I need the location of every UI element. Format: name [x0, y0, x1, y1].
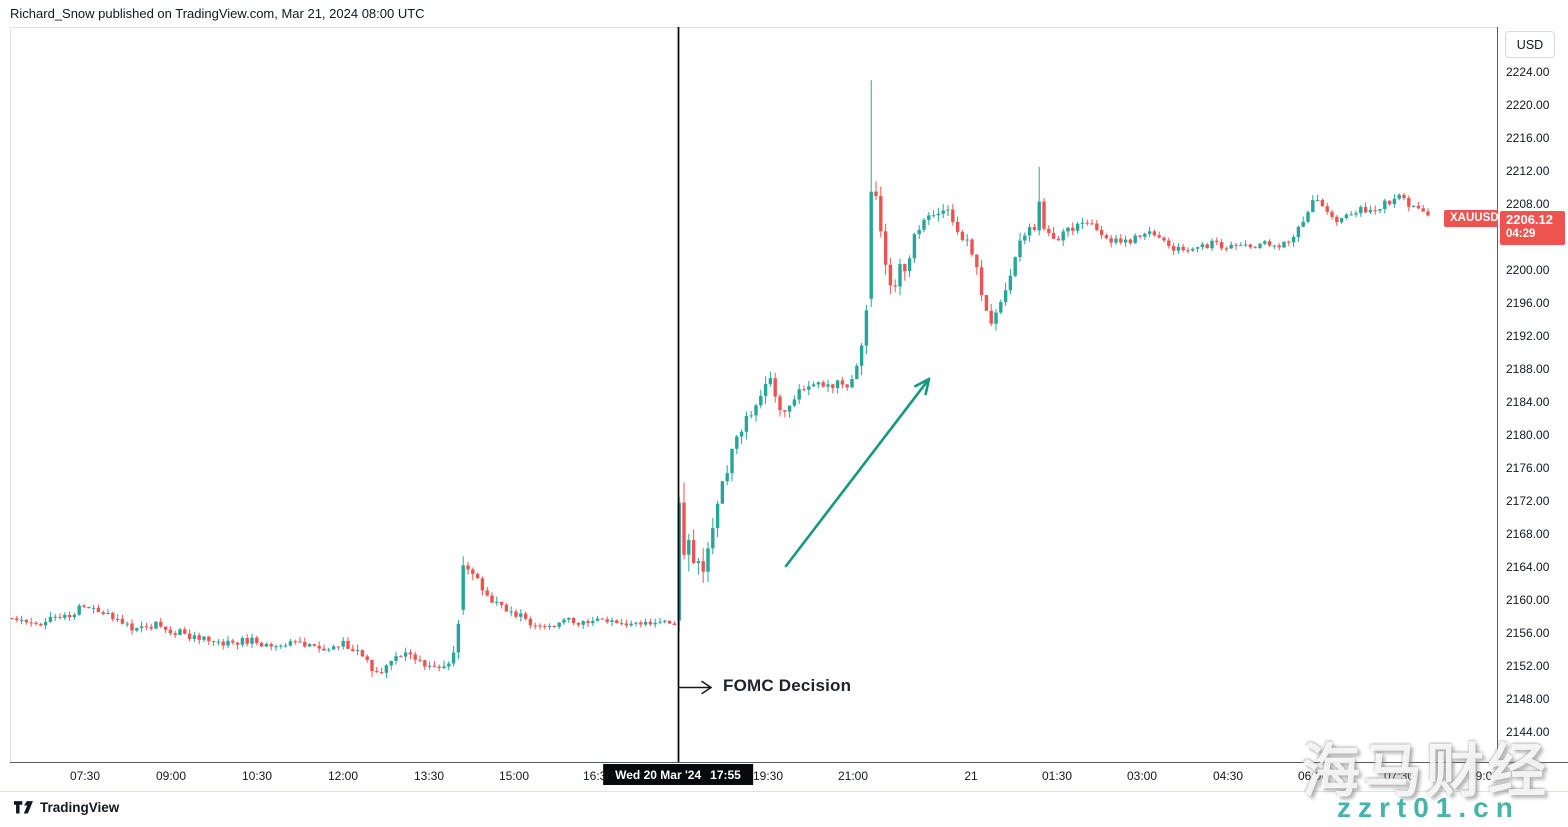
last-price-flag: 2206.12 04:29 — [1500, 210, 1565, 245]
price-axis[interactable]: USD 2206.12 04:29 2224.00 2220.00 2216.00 2… — [1498, 27, 1568, 762]
price-tick-label: 2196.00 — [1506, 296, 1550, 310]
bar-countdown: 04:29 — [1506, 228, 1536, 240]
price-tick-label: 2224.00 — [1506, 65, 1550, 79]
candlestick-series[interactable] — [10, 80, 1430, 679]
price-tick-label: 2144.00 — [1506, 725, 1550, 739]
price-tick-label: 2172.00 — [1506, 494, 1550, 508]
price-tick-label: 2148.00 — [1506, 692, 1550, 706]
tradingview-brand-text: TradingView — [40, 800, 120, 815]
time-tick-label: 07:30 — [69, 769, 101, 783]
time-tick-label: 06:00 — [1297, 769, 1329, 783]
time-tick-label: 21:00 — [837, 769, 869, 783]
vline-date: Wed 20 Mar '24 — [615, 767, 702, 782]
price-tick-label: 2156.00 — [1506, 626, 1550, 640]
time-tick-label: 10:30 — [241, 769, 273, 783]
footer-separator — [0, 791, 1568, 792]
time-tick-label: 07:30 — [1383, 769, 1415, 783]
currency-toggle-button[interactable]: USD — [1505, 31, 1555, 58]
time-tick-label: 13:30 — [413, 769, 445, 783]
price-tick-label: 2220.00 — [1506, 98, 1550, 112]
price-tick-label: 2208.00 — [1506, 197, 1550, 211]
price-axis-separator — [1497, 27, 1498, 791]
uptrend-arrow[interactable] — [784, 377, 931, 568]
pane-top-border — [10, 27, 1568, 28]
price-tick-label: 2160.00 — [1506, 593, 1550, 607]
attribution-text: Richard_Snow published on TradingView.co… — [10, 6, 425, 21]
tradingview-footer[interactable]: TradingView — [14, 800, 119, 815]
time-tick-label: 01:30 — [1041, 769, 1073, 783]
time-tick-label: 09:00 — [155, 769, 187, 783]
price-tick-label: 2212.00 — [1506, 164, 1550, 178]
time-axis-separator — [10, 762, 1568, 763]
symbol-flag: XAUUSD — [1444, 209, 1505, 227]
price-tick-label: 2184.00 — [1506, 395, 1550, 409]
last-price-value: 2206.12 — [1506, 211, 1553, 227]
time-tick-label: 16:30 — [582, 769, 614, 783]
time-tick-label: 12:00 — [327, 769, 359, 783]
price-tick-label: 2216.00 — [1506, 131, 1550, 145]
vline-date-chip: Wed 20 Mar '24 17:55 — [603, 764, 753, 785]
time-tick-label: 04:30 — [1212, 769, 1244, 783]
price-tick-label: 2200.00 — [1506, 263, 1550, 277]
time-tick-label: 03:00 — [1126, 769, 1158, 783]
time-tick-label: 09:00 — [1468, 769, 1500, 783]
price-tick-label: 2164.00 — [1506, 560, 1550, 574]
time-tick-label: 19:30 — [752, 769, 784, 783]
vline-time: 17:55 — [710, 767, 741, 782]
price-tick-label: 2180.00 — [1506, 428, 1550, 442]
price-tick-label: 2152.00 — [1506, 659, 1550, 673]
time-tick-label: 21 — [964, 769, 978, 783]
price-tick-label: 2192.00 — [1506, 329, 1550, 343]
tradingview-logo-icon — [14, 801, 33, 814]
fomc-pointer-arrow[interactable] — [678, 680, 712, 695]
price-tick-label: 2168.00 — [1506, 527, 1550, 541]
pane-left-border — [10, 27, 11, 762]
price-tick-label: 2176.00 — [1506, 461, 1550, 475]
time-axis[interactable]: Wed 20 Mar '24 17:55 07:30 09:00 10:30 12:0… — [0, 763, 1568, 791]
fomc-decision-label[interactable]: FOMC Decision — [723, 676, 852, 695]
time-tick-label: 15:00 — [498, 769, 530, 783]
price-tick-label: 2188.00 — [1506, 362, 1550, 376]
